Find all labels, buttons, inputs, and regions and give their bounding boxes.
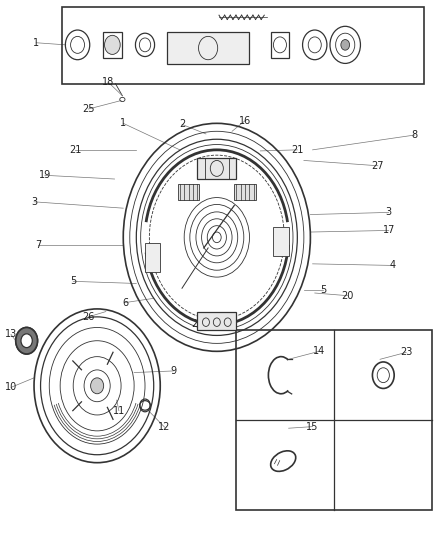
Text: 21: 21: [291, 145, 304, 155]
Text: 15: 15: [307, 422, 319, 432]
Text: 8: 8: [412, 130, 418, 140]
Circle shape: [16, 327, 38, 354]
Text: 9: 9: [170, 366, 177, 376]
Bar: [178, 184, 199, 200]
Text: 3: 3: [386, 207, 392, 217]
Text: 6: 6: [122, 297, 128, 308]
Text: 3: 3: [31, 197, 37, 207]
Text: 5: 5: [320, 285, 327, 295]
Text: 1: 1: [120, 118, 126, 128]
Bar: [237, 330, 432, 511]
Text: 20: 20: [341, 290, 353, 301]
Text: 16: 16: [239, 116, 251, 126]
Circle shape: [91, 378, 104, 394]
Text: 17: 17: [382, 225, 395, 236]
Text: 10: 10: [5, 382, 17, 392]
Text: 14: 14: [313, 346, 325, 357]
Text: 26: 26: [82, 312, 95, 322]
Text: 11: 11: [113, 406, 125, 416]
Circle shape: [341, 39, 350, 50]
Text: 13: 13: [5, 329, 17, 340]
Text: 5: 5: [70, 276, 76, 286]
Bar: [145, 243, 160, 272]
Bar: [167, 32, 250, 64]
Text: 21: 21: [69, 145, 81, 155]
Bar: [197, 158, 237, 179]
Text: 1: 1: [33, 38, 39, 48]
Text: 18: 18: [102, 77, 114, 87]
Text: 24: 24: [191, 319, 203, 329]
Bar: [197, 312, 237, 330]
Circle shape: [105, 35, 120, 54]
Bar: [62, 7, 424, 84]
Text: 19: 19: [39, 171, 51, 180]
Text: 2: 2: [179, 119, 185, 130]
Bar: [273, 227, 289, 256]
Bar: [271, 31, 289, 58]
Circle shape: [21, 334, 32, 348]
Bar: [103, 31, 122, 58]
Text: 27: 27: [371, 161, 384, 171]
Text: 12: 12: [159, 422, 171, 432]
Text: 4: 4: [390, 261, 396, 270]
Bar: [234, 184, 256, 200]
Text: 23: 23: [400, 348, 412, 358]
Text: 7: 7: [35, 240, 42, 251]
Text: 25: 25: [82, 104, 95, 114]
